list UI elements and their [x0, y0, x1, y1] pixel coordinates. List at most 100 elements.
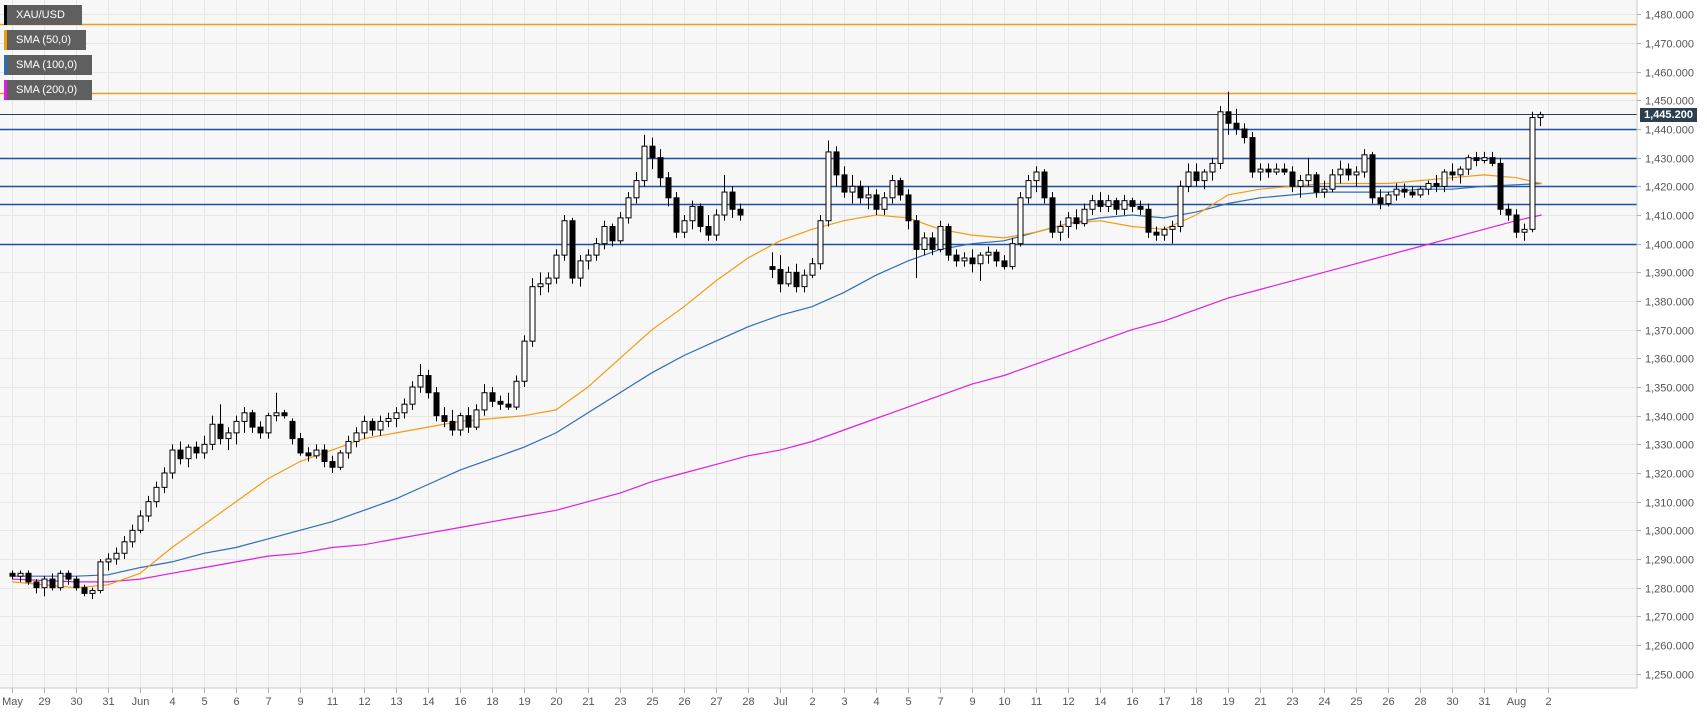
- x-tick-label: 16: [1126, 696, 1138, 708]
- candle-body-up: [1425, 182, 1432, 190]
- candle-body-up: [1185, 171, 1192, 187]
- candle-body-up: [809, 263, 816, 276]
- candle-body-down: [193, 446, 200, 454]
- candle-body-up: [1481, 157, 1488, 162]
- candle-body-up: [889, 180, 896, 199]
- candle-body-down: [841, 174, 848, 193]
- candle-body-down: [505, 403, 512, 408]
- candle: [585, 249, 592, 270]
- candle-body-down: [697, 205, 704, 227]
- candle: [1465, 154, 1472, 175]
- candle-body-down: [969, 257, 976, 265]
- candle: [1065, 212, 1072, 238]
- candle: [161, 467, 168, 494]
- candle: [1329, 169, 1336, 193]
- candle: [921, 232, 928, 256]
- candle-body-up: [545, 277, 552, 285]
- candle: [113, 547, 120, 565]
- candle-body-down: [1049, 197, 1056, 233]
- x-tick-label: 13: [390, 696, 402, 708]
- candle-body-up: [417, 375, 424, 388]
- legend-item[interactable]: XAU/USD: [4, 5, 82, 25]
- candle: [1273, 163, 1280, 175]
- candle: [1089, 194, 1096, 215]
- candle: [1401, 183, 1408, 198]
- candle: [145, 495, 152, 522]
- candle-body-up: [457, 415, 464, 431]
- candle: [465, 407, 472, 433]
- candle-body-down: [1241, 128, 1248, 139]
- candle: [385, 412, 392, 428]
- candle: [313, 444, 320, 459]
- candle: [297, 432, 304, 456]
- candle: [1041, 169, 1048, 204]
- candle: [153, 481, 160, 508]
- candle-body-up: [361, 420, 368, 434]
- candle: [289, 418, 296, 445]
- x-tick-label: 30: [1446, 696, 1458, 708]
- candle-body-up: [1521, 228, 1528, 233]
- candle: [641, 134, 648, 187]
- candle-body-down: [657, 157, 664, 179]
- candle: [1321, 180, 1328, 198]
- candle: [1073, 209, 1080, 230]
- legend-item[interactable]: SMA (200,0): [4, 80, 92, 100]
- candle: [1097, 192, 1104, 213]
- candle-body-down: [73, 578, 80, 589]
- candle: [593, 237, 600, 261]
- candle: [1001, 255, 1008, 270]
- x-tick-label: 5: [201, 696, 207, 708]
- candle-body-down: [1281, 168, 1288, 173]
- candle: [41, 576, 48, 597]
- legend-swatch: [4, 30, 7, 50]
- candle-body-down: [945, 225, 952, 256]
- candle: [545, 272, 552, 293]
- candle-body-down: [905, 194, 912, 222]
- candle-body-up: [337, 452, 344, 468]
- candle: [425, 369, 432, 399]
- candle-body-up: [97, 561, 104, 592]
- x-tick-label: 4: [873, 696, 879, 708]
- candle-body-up: [521, 340, 528, 382]
- legend-item[interactable]: SMA (50,0): [4, 30, 86, 50]
- candle: [769, 252, 776, 279]
- candle: [1449, 163, 1456, 181]
- x-tick-label: 31: [1478, 696, 1490, 708]
- candles: [9, 91, 1544, 600]
- candle: [1137, 200, 1144, 215]
- candle: [1297, 174, 1304, 198]
- time-axis: May 29 30 31 Jun 4 5 6 7 9 11 12 13 14 16 18 19 20 21 23 25 2…: [2, 688, 1552, 708]
- candle-body-down: [217, 423, 224, 440]
- candle-body-up: [1081, 208, 1088, 225]
- candle: [241, 407, 248, 433]
- legend-item[interactable]: SMA (100,0): [4, 55, 92, 75]
- x-tick-label: 12: [1062, 696, 1074, 708]
- candle-body-up: [785, 271, 792, 285]
- candle: [393, 407, 400, 428]
- candle-body-up: [113, 552, 120, 560]
- price-axis: 1,250.000 1,260.000 1,270.000 1,280.000 1,29…: [1637, 10, 1694, 682]
- candle-body-up: [1353, 171, 1360, 176]
- candle: [409, 381, 416, 410]
- candle-body-down: [769, 266, 776, 270]
- candle: [673, 192, 680, 238]
- candle: [81, 584, 88, 597]
- plot-area: [0, 0, 1637, 688]
- candle: [1225, 91, 1232, 135]
- candle: [137, 510, 144, 534]
- candle: [257, 421, 264, 439]
- candle-body-down: [737, 208, 744, 216]
- y-tick-label: 1,310.000: [1645, 498, 1694, 510]
- legend-label: SMA (100,0): [16, 59, 78, 71]
- candle: [993, 249, 1000, 267]
- candle-body-up: [137, 515, 144, 531]
- candle-body-down: [1193, 171, 1200, 182]
- candle-body-down: [1137, 205, 1144, 210]
- candle: [249, 409, 256, 433]
- candle: [721, 174, 728, 221]
- candle: [1353, 166, 1360, 187]
- candle: [1425, 180, 1432, 195]
- candle: [1153, 226, 1160, 241]
- candle-body-up: [1465, 157, 1472, 170]
- x-tick-label: 2: [1545, 696, 1551, 708]
